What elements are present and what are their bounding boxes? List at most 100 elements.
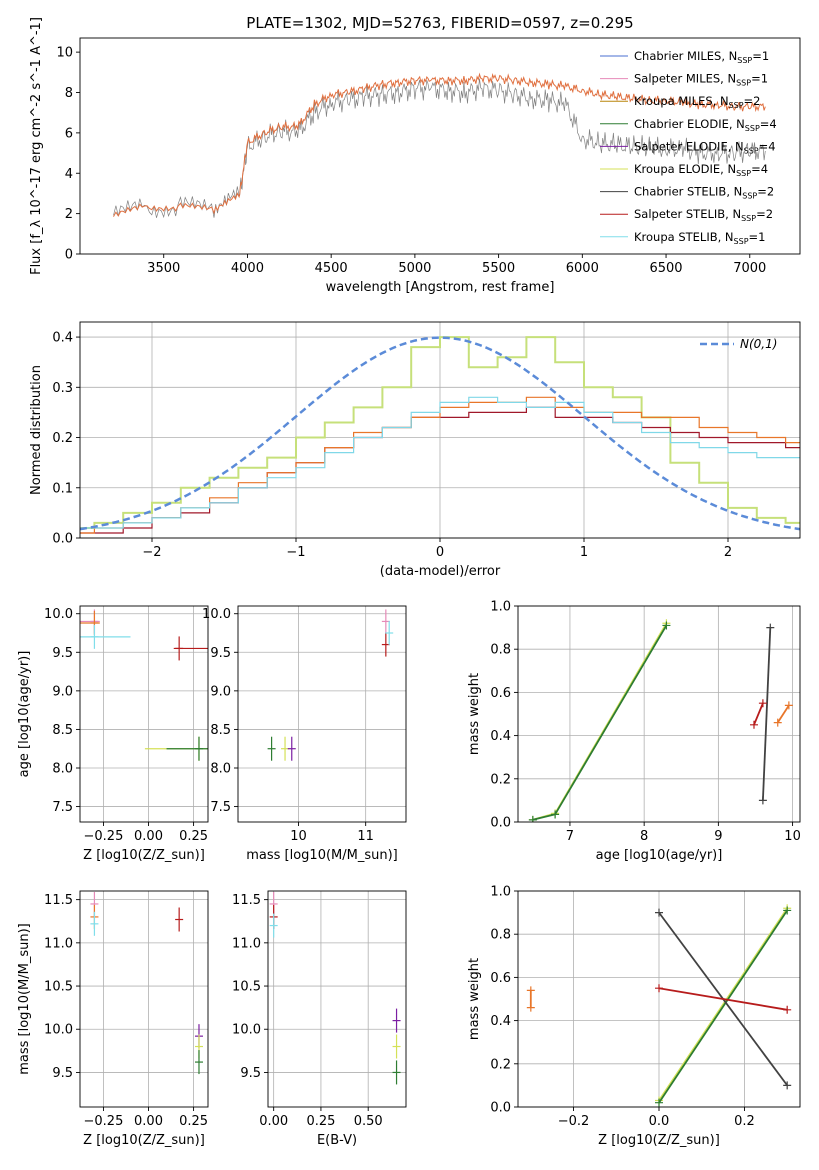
- weight-marker: [773, 718, 782, 727]
- weight-marker: [655, 908, 663, 917]
- y-axis-label: mass weight: [467, 673, 482, 755]
- x-tick-label: 10: [784, 829, 801, 844]
- x-tick-label: −1: [286, 545, 305, 560]
- y-tick-label: 0.6: [490, 686, 511, 701]
- y-tick-label: 9.5: [210, 646, 231, 661]
- x-tick-label: 0.50: [354, 1114, 383, 1129]
- y-tick-label: 9.5: [52, 1066, 73, 1081]
- legend-label: Kroupa MILES, NSSP=2: [634, 94, 760, 110]
- y-tick-label: 10.0: [44, 1023, 73, 1038]
- y-tick-label: 10.0: [44, 607, 73, 622]
- x-tick-label: 5000: [398, 261, 431, 276]
- y-axis-label: age [log10(age/yr)]: [17, 651, 32, 778]
- legend-label: Salpeter MILES, NSSP=1: [634, 72, 768, 88]
- plot-area: [113, 72, 766, 219]
- weight-marker: [783, 906, 792, 915]
- y-tick-label: 8.5: [52, 723, 73, 738]
- weight-line: [532, 622, 668, 821]
- x-tick-label: 0.00: [134, 1114, 163, 1129]
- histogram-step-bright: [80, 336, 800, 529]
- y-tick-label: 4: [65, 167, 73, 182]
- y-tick-label: 0.3: [52, 381, 73, 396]
- legend-label: Salpeter STELIB, NSSP=2: [634, 207, 773, 223]
- y-axis-label: Flux [f_λ 10^-17 erg cm^-2 s^-1 A^-1]: [29, 17, 44, 275]
- x-tick-label: 0.25: [179, 1114, 208, 1129]
- y-tick-label: 2: [65, 207, 73, 222]
- y-tick-label: 11.5: [44, 893, 73, 908]
- gaussian-legend-label: N(0,1): [740, 337, 777, 351]
- y-tick-label: 9.0: [52, 684, 73, 699]
- y-tick-label: 9.0: [210, 684, 231, 699]
- legend-label: Chabrier MILES, NSSP=1: [634, 49, 769, 65]
- gaussian-curve: [80, 336, 800, 531]
- axes-frame: [267, 890, 407, 1108]
- weight-marker: [783, 1005, 792, 1014]
- legend-label: Kroupa ELODIE, NSSP=4: [634, 162, 768, 178]
- panel-massweight-vs-Z: −0.2 0.0 0.2 0.0 0.2 0.4 0.6 0.8 1.0 Z [log10(Z/Z…: [467, 885, 801, 1148]
- axes-frame: [79, 605, 209, 823]
- weight-line: [762, 627, 772, 801]
- y-tick-label: 0.2: [52, 431, 73, 446]
- y-tick-label: 11.0: [232, 936, 261, 951]
- y-tick-label: 0.8: [490, 643, 511, 658]
- axes-frame: [79, 890, 209, 1108]
- x-tick-label: −0.2: [558, 1114, 590, 1129]
- y-tick-label: 8.0: [52, 762, 73, 777]
- weight-line: [753, 702, 764, 726]
- y-tick-label: 9.5: [240, 1066, 261, 1081]
- axes-frame: [79, 37, 801, 255]
- weight-line: [658, 909, 788, 1104]
- x-tick-label: 0.2: [734, 1114, 755, 1129]
- x-tick-label: 0.00: [134, 829, 163, 844]
- x-tick-label: 2: [724, 545, 732, 560]
- weight-line: [532, 624, 668, 821]
- x-tick-label: 7000: [733, 261, 766, 276]
- weight-marker: [784, 701, 793, 710]
- x-tick-label: 0.25: [179, 829, 208, 844]
- y-tick-label: 8.5: [210, 723, 231, 738]
- plot-area: [528, 619, 793, 822]
- y-tick-label: 1.0: [490, 600, 511, 615]
- y-tick-label: 10.0: [232, 1023, 261, 1038]
- y-tick-label: 0.0: [490, 1101, 511, 1116]
- x-axis-label: age [log10(age/yr)]: [596, 848, 723, 863]
- y-axis-label: Normed distribution: [29, 365, 44, 495]
- y-tick-label: 10.0: [202, 607, 231, 622]
- y-tick-label: 7.5: [210, 800, 231, 815]
- x-axis-label: Z [log10(Z/Z_sun)]: [83, 1133, 205, 1148]
- y-tick-label: 10: [56, 46, 73, 61]
- weight-marker: [758, 699, 767, 708]
- x-tick-label: 5500: [482, 261, 515, 276]
- x-axis-label: mass [log10(M/M_sun)]: [246, 848, 398, 863]
- weight-marker: [783, 1081, 792, 1090]
- x-tick-label: 11: [357, 829, 374, 844]
- y-tick-label: 10.5: [232, 980, 261, 995]
- y-tick-label: 0.8: [490, 928, 511, 943]
- x-axis-label: E(B-V): [317, 1133, 357, 1148]
- plot-area: [80, 336, 800, 534]
- figure-title: PLATE=1302, MJD=52763, FIBERID=0597, z=0…: [246, 14, 633, 32]
- weight-marker: [526, 986, 535, 995]
- y-tick-label: 8.0: [210, 762, 231, 777]
- panel-residuals: N(0,1) −2 −1 0 1 2 0.0 0.1 0.2 0.3 0.4 (data-model)…: [29, 321, 801, 579]
- y-tick-label: 0.1: [52, 481, 73, 496]
- weight-marker: [758, 796, 767, 805]
- panel-mass-vs-EBV: 0.00 0.25 0.50 9.5 10.0 10.5 11.0 11.5 E(B-V): [232, 890, 407, 1148]
- histogram-step-cyan: [80, 396, 800, 529]
- y-axis-label: mass weight: [467, 958, 482, 1040]
- plot-area: [526, 904, 792, 1107]
- panel-spectrum: Chabrier MILES, NSSP=1 Salpeter MILES, NS…: [29, 17, 801, 295]
- weight-line: [658, 987, 788, 1011]
- weight-marker: [766, 623, 775, 632]
- weight-marker: [655, 1098, 663, 1107]
- weight-line: [658, 907, 788, 1101]
- x-tick-label: 4500: [315, 261, 348, 276]
- y-tick-label: 0.2: [490, 772, 511, 787]
- plot-area: [269, 891, 401, 1085]
- y-tick-label: 0.0: [52, 532, 73, 547]
- y-tick-label: 0.2: [490, 1057, 511, 1072]
- weight-marker: [526, 1003, 535, 1012]
- x-tick-label: 0.00: [259, 1114, 288, 1129]
- x-tick-label: −2: [142, 545, 161, 560]
